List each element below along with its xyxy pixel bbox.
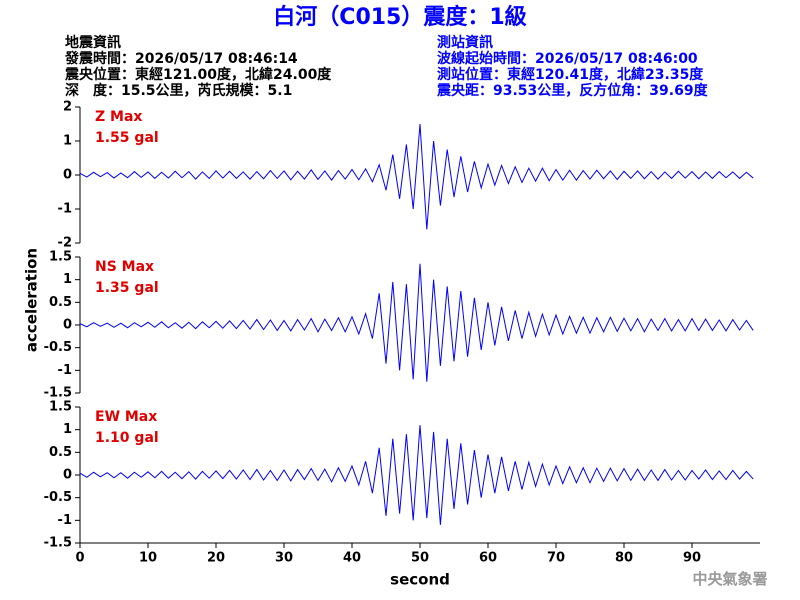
x-tick-label: 60 (479, 551, 497, 566)
annotation: EW Max (95, 409, 157, 425)
y-tick-label: 1.5 (49, 250, 72, 265)
y-tick-label: -2 (58, 236, 72, 251)
earthquake-info: 發震時間：2026/05/17 08:46:14 (64, 50, 298, 67)
annotation: Z Max (95, 109, 142, 125)
y-tick-label: 2 (63, 100, 72, 115)
y-tick-label: 1 (63, 272, 72, 287)
x-axis-label: second (390, 571, 450, 589)
x-tick-label: 20 (207, 551, 225, 566)
station-info: 震央距：93.53公里，反方位角：39.69度 (436, 82, 709, 99)
x-tick-label: 30 (275, 551, 293, 566)
x-tick-label: 50 (411, 551, 429, 566)
waveform (79, 263, 754, 382)
waveform (79, 123, 754, 230)
y-tick-label: -1.5 (44, 386, 72, 401)
y-tick-label: 1 (63, 134, 72, 149)
y-tick-label: -1 (58, 363, 72, 378)
annotation: 1.55 gal (95, 130, 159, 146)
title: 白河（C015）震度：1級 (273, 4, 526, 30)
station-info: 測站資訊 (437, 34, 493, 51)
y-axis-label: acceleration (23, 248, 41, 352)
waveform (79, 425, 754, 525)
y-tick-label: 0 (63, 168, 72, 183)
x-tick-label: 80 (615, 551, 633, 566)
y-tick-label: 0.5 (49, 445, 72, 460)
station-info: 波線起始時間：2026/05/17 08:46:00 (437, 50, 698, 67)
x-tick-label: 40 (343, 551, 361, 566)
footer: 中央氣象署 (692, 570, 767, 588)
y-tick-label: -1.5 (44, 536, 72, 551)
y-tick-label: -1 (58, 513, 72, 528)
annotation: 1.10 gal (95, 430, 159, 446)
earthquake-info: 震央位置：東經121.00度，北緯24.00度 (64, 66, 332, 83)
station-info: 測站位置：東經120.41度，北緯23.35度 (437, 66, 704, 83)
x-tick-label: 90 (683, 551, 701, 566)
y-tick-label: 0 (63, 468, 72, 483)
y-tick-label: -0.5 (44, 340, 72, 355)
y-tick-label: 1.5 (49, 400, 72, 415)
y-tick-label: -1 (58, 202, 72, 217)
x-tick-label: 10 (139, 551, 157, 566)
earthquake-info: 地震資訊 (65, 34, 121, 51)
annotation: 1.35 gal (95, 280, 159, 296)
x-tick-label: 0 (75, 551, 84, 566)
y-tick-label: -0.5 (44, 490, 72, 505)
y-tick-label: 0 (63, 318, 72, 333)
x-tick-label: 70 (547, 551, 565, 566)
y-tick-label: 1 (63, 422, 72, 437)
annotation: NS Max (95, 259, 154, 275)
earthquake-info: 深 度：15.5公里，芮氏規模：5.1 (65, 82, 292, 99)
y-tick-label: 0.5 (49, 295, 72, 310)
